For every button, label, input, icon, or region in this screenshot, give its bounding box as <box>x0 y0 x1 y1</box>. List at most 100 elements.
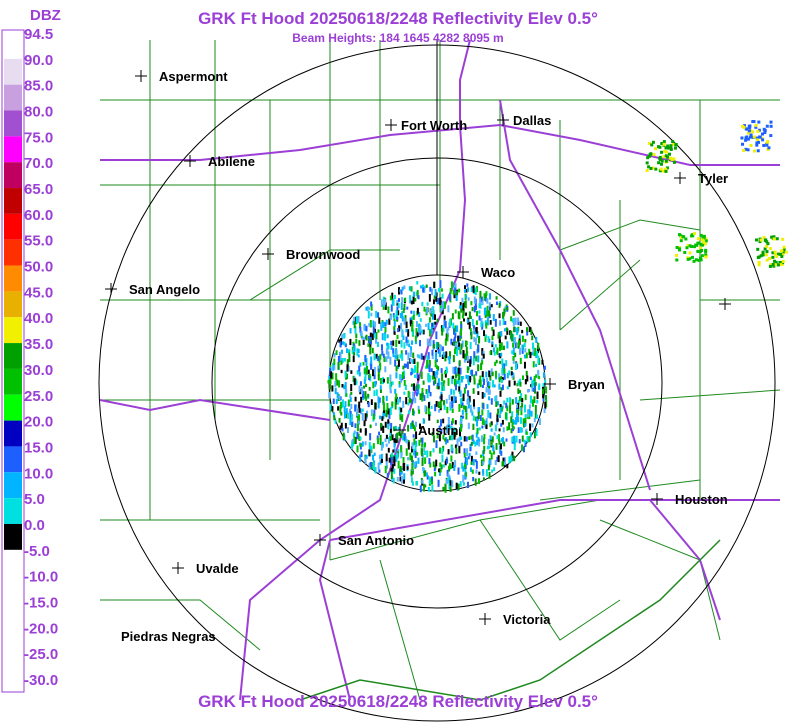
echo-pixel <box>410 286 413 292</box>
echo-pixel <box>435 440 438 449</box>
echo-pixel <box>468 321 471 330</box>
echo-pixel <box>542 393 545 399</box>
echo-pixel <box>405 350 408 355</box>
legend-title: DBZ <box>30 7 61 24</box>
legend-label: 55.0 <box>24 233 53 250</box>
echo-pixel <box>374 321 377 328</box>
echo-pixel <box>424 484 427 488</box>
echo-pixel <box>331 406 334 411</box>
echo-pixel <box>488 293 491 300</box>
echo-pixel <box>411 398 414 404</box>
echo-pixel <box>490 452 493 460</box>
echo-pixel <box>411 324 414 332</box>
echo-pixel <box>393 319 396 328</box>
echo-pixel <box>386 403 389 411</box>
echo-pixel <box>754 123 758 127</box>
city-marker <box>105 283 117 295</box>
echo-pixel <box>468 395 471 402</box>
echo-pixel <box>413 383 416 391</box>
echo-pixel <box>327 379 330 384</box>
echo-pixel <box>474 287 477 296</box>
echo-pixel <box>353 352 356 356</box>
echo-pixel <box>336 379 339 386</box>
echo-pixel <box>477 364 480 372</box>
echo-pixel <box>771 263 775 267</box>
echo-pixel <box>369 433 372 441</box>
echo-pixel <box>470 287 473 292</box>
echo-pixel <box>474 459 477 463</box>
echo-pixel <box>696 241 700 245</box>
echo-pixel <box>414 335 417 342</box>
echo-pixel <box>494 361 497 366</box>
echo-pixel <box>475 469 478 474</box>
echo-pixel <box>672 160 676 164</box>
echo-pixel <box>467 422 470 430</box>
echo-pixel <box>406 466 409 470</box>
echo-pixel <box>430 478 433 483</box>
echo-pixel <box>504 321 507 325</box>
echo-pixel <box>692 259 696 263</box>
echo-pixel <box>370 399 373 405</box>
echo-pixel <box>463 387 466 394</box>
echo-pixel <box>402 463 405 471</box>
echo-pixel <box>453 336 456 342</box>
echo-pixel <box>495 395 498 404</box>
echo-pixel <box>472 325 475 329</box>
echo-pixel <box>349 397 352 403</box>
echo-pixel <box>766 141 770 145</box>
echo-pixel <box>400 407 403 413</box>
echo-pixel <box>517 388 520 395</box>
echo-pixel <box>478 478 481 485</box>
echo-pixel <box>459 481 462 488</box>
echo-pixel <box>532 361 535 368</box>
echo-pixel <box>756 149 760 153</box>
echo-pixel <box>428 458 431 465</box>
echo-pixel <box>407 352 410 361</box>
echo-pixel <box>442 351 445 358</box>
echo-pixel <box>378 397 381 404</box>
legend-swatch <box>4 446 22 473</box>
echo-pixel <box>405 363 408 368</box>
echo-pixel <box>479 290 482 299</box>
echo-pixel <box>769 134 773 138</box>
echo-pixel <box>409 358 412 363</box>
echo-pixel <box>450 281 453 288</box>
echo-pixel <box>370 356 373 365</box>
echo-pixel <box>360 408 363 415</box>
echo-pixel <box>416 354 419 358</box>
echo-pixel <box>388 457 391 463</box>
echo-pixel <box>512 355 515 361</box>
echo-pixel <box>374 380 377 387</box>
echo-pixel <box>394 401 397 410</box>
legend-swatch <box>4 265 22 292</box>
echo-pixel <box>679 236 683 240</box>
echo-pixel <box>446 406 449 414</box>
echo-pixel <box>379 354 382 360</box>
echo-pixel <box>432 371 435 379</box>
echo-pixel <box>440 381 443 385</box>
echo-pixel <box>486 377 489 383</box>
echo-pixel <box>677 233 681 237</box>
echo-pixel <box>498 335 501 344</box>
echo-pixel <box>467 367 470 371</box>
echo-pixel <box>473 331 476 335</box>
echo-pixel <box>460 343 463 350</box>
echo-pixel <box>396 476 399 482</box>
echo-pixel <box>458 288 461 293</box>
dbz-legend: DBZ 94.590.085.080.075.070.065.060.055.0… <box>1 7 61 693</box>
echo-pixel <box>398 384 401 388</box>
echo-pixel <box>533 382 536 390</box>
echo-pixel <box>377 371 380 377</box>
echo-pixel <box>647 141 651 145</box>
echo-pixel <box>530 329 533 336</box>
echo-pixel <box>333 352 336 358</box>
echo-pixel <box>504 306 507 313</box>
echo-pixel <box>393 458 396 467</box>
echo-pixel <box>387 419 390 424</box>
echo-pixel <box>403 370 406 376</box>
echo-pixel <box>664 167 668 171</box>
echo-pixel <box>757 263 761 267</box>
echo-pixel <box>420 285 423 289</box>
echo-pixel <box>690 255 694 259</box>
echo-pixel <box>780 255 784 259</box>
